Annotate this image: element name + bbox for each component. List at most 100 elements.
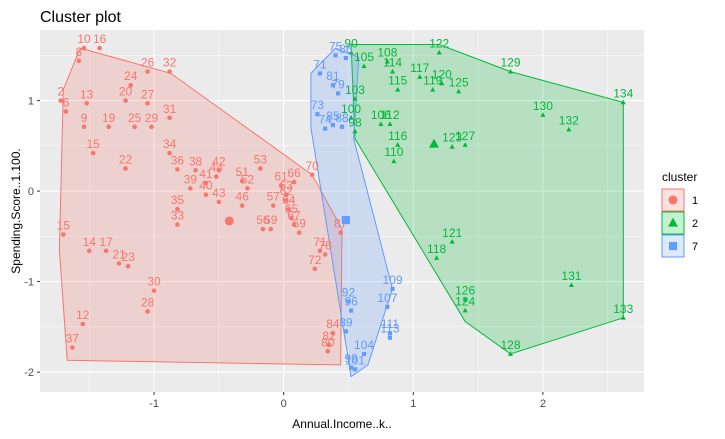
point-label: 123 bbox=[442, 131, 462, 145]
data-point-7 bbox=[333, 53, 338, 58]
data-point-1 bbox=[322, 252, 328, 257]
data-point-1 bbox=[167, 150, 172, 156]
data-point-1 bbox=[63, 109, 69, 114]
data-point-1 bbox=[81, 45, 87, 51]
point-label: 66 bbox=[287, 166, 301, 180]
point-label: 126 bbox=[455, 284, 475, 298]
data-point-2 bbox=[507, 351, 514, 356]
point-label: 34 bbox=[163, 137, 177, 151]
point-label: 115 bbox=[388, 74, 407, 88]
point-label: 9 bbox=[81, 111, 88, 125]
data-point-7 bbox=[343, 329, 348, 334]
point-label: 71 bbox=[313, 57, 327, 71]
data-point-7 bbox=[385, 304, 390, 309]
data-point-1 bbox=[84, 101, 89, 106]
data-point-2 bbox=[620, 99, 626, 105]
data-point-1 bbox=[145, 101, 150, 106]
data-point-2 bbox=[434, 255, 440, 260]
data-point-1 bbox=[278, 183, 284, 188]
data-point-1 bbox=[291, 222, 297, 227]
point-label: 81 bbox=[326, 69, 340, 83]
point-label: 12 bbox=[76, 308, 90, 322]
data-point-2 bbox=[449, 143, 455, 149]
data-point-1 bbox=[90, 150, 96, 156]
point-label: 32 bbox=[163, 56, 177, 70]
point-label: 70 bbox=[306, 159, 320, 173]
point-label: 14 bbox=[83, 235, 97, 249]
point-label: 130 bbox=[533, 99, 553, 113]
data-point-1 bbox=[123, 98, 128, 103]
point-label: 39 bbox=[184, 172, 198, 186]
data-point-2 bbox=[436, 49, 442, 55]
data-point-1 bbox=[260, 226, 266, 232]
point-label: 2 bbox=[57, 85, 64, 99]
point-label: 79 bbox=[331, 77, 345, 91]
data-point-2 bbox=[352, 96, 358, 101]
point-label: 33 bbox=[171, 209, 185, 223]
point-label: 119 bbox=[423, 74, 442, 88]
data-point-1 bbox=[309, 172, 315, 178]
legend-marker-1 bbox=[668, 195, 678, 205]
point-label: 37 bbox=[66, 332, 80, 346]
data-point-2 bbox=[417, 74, 423, 79]
point-label: 8 bbox=[76, 45, 83, 59]
data-point-2 bbox=[395, 142, 401, 147]
point-label: 69 bbox=[293, 217, 307, 231]
data-point-2 bbox=[390, 68, 396, 74]
point-label: 67 bbox=[287, 209, 301, 223]
data-point-1 bbox=[296, 230, 302, 236]
point-label: 124 bbox=[455, 295, 475, 309]
x-tick-label: -1 bbox=[149, 398, 159, 410]
point-label: 21 bbox=[112, 247, 126, 261]
point-label: 92 bbox=[342, 286, 356, 300]
data-point-1 bbox=[193, 167, 198, 173]
data-point-2 bbox=[507, 68, 514, 74]
data-point-1 bbox=[145, 69, 150, 74]
point-label: 82 bbox=[322, 329, 336, 343]
data-point-1 bbox=[268, 226, 274, 232]
point-label: 101 bbox=[345, 353, 365, 367]
point-label: 52 bbox=[241, 172, 255, 186]
data-point-2 bbox=[395, 86, 401, 92]
data-point-1 bbox=[245, 186, 250, 191]
data-point-2 bbox=[540, 112, 546, 117]
point-label: 99 bbox=[344, 352, 358, 366]
point-label: 90 bbox=[344, 37, 358, 51]
point-label: 41 bbox=[199, 167, 213, 181]
point-label: 86 bbox=[339, 42, 353, 56]
point-label: 78 bbox=[318, 238, 332, 252]
data-point-2 bbox=[348, 49, 354, 55]
data-point-1 bbox=[123, 166, 128, 171]
data-point-1 bbox=[175, 167, 180, 172]
point-label: 85 bbox=[326, 109, 340, 123]
point-label: 65 bbox=[285, 202, 299, 216]
y-tick-label: -2 bbox=[24, 367, 34, 379]
data-point-7 bbox=[387, 335, 393, 340]
point-label: 80 bbox=[321, 335, 335, 349]
point-label: 112 bbox=[380, 108, 399, 122]
point-label: 38 bbox=[189, 154, 203, 168]
data-point-1 bbox=[116, 261, 122, 266]
data-point-1 bbox=[132, 124, 137, 130]
y-tick-label: 0 bbox=[28, 186, 34, 198]
point-label: 57 bbox=[267, 190, 281, 204]
data-point-2 bbox=[348, 115, 354, 120]
data-point-1 bbox=[317, 248, 323, 254]
data-point-7 bbox=[315, 112, 320, 117]
point-label: 6 bbox=[63, 95, 70, 109]
point-label: 103 bbox=[345, 83, 365, 97]
point-label: 40 bbox=[199, 179, 213, 193]
point-label: 74 bbox=[318, 113, 332, 127]
data-point-1 bbox=[128, 82, 134, 88]
legend-label-7: 7 bbox=[692, 241, 698, 253]
data-point-2 bbox=[462, 296, 468, 302]
data-point-2 bbox=[462, 307, 468, 313]
legend-marker-2 bbox=[668, 217, 678, 227]
point-label: 73 bbox=[311, 98, 325, 112]
data-point-1 bbox=[86, 248, 92, 254]
data-point-1 bbox=[188, 186, 193, 191]
point-label: 72 bbox=[308, 253, 322, 267]
data-point-2 bbox=[449, 239, 455, 244]
data-point-2 bbox=[430, 86, 436, 92]
data-point-2 bbox=[456, 88, 462, 94]
